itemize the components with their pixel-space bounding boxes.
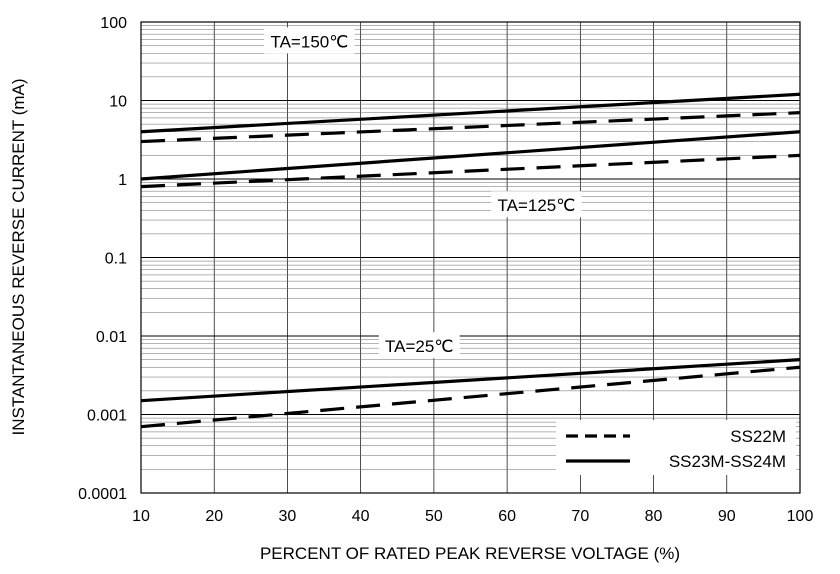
y-tick-label: 0.01 (96, 329, 127, 346)
plot-frame (140, 21, 801, 494)
annotations: TA=150℃ TA=125℃ TA=25℃ (264, 27, 582, 359)
x-tick-label: 40 (352, 508, 370, 525)
legend-box (556, 420, 796, 475)
legend: SS22M SS23M-SS24M (556, 420, 796, 475)
y-tick-label: 0.1 (105, 251, 127, 268)
x-tick-label: 100 (787, 508, 814, 525)
legend-label: SS23M-SS24M (669, 452, 786, 471)
x-tick-label: 80 (645, 508, 663, 525)
x-tick-label: 30 (279, 508, 297, 525)
annotation-box (491, 191, 582, 218)
series-lines (140, 92, 801, 429)
x-axis-title: PERCENT OF RATED PEAK REVERSE VOLTAGE (%… (260, 544, 680, 563)
y-axis-title: INSTANTANEOUS REVERSE CURRENT (mA) (9, 78, 28, 435)
ss23m-ss24m-line (140, 92, 801, 134)
ss23m-ss24m-line (140, 358, 801, 403)
annotation-label: TA=150℃ (270, 32, 348, 51)
annotation-label: TA=125℃ (497, 196, 575, 215)
legend-label: SS22M (730, 427, 786, 446)
x-tick-label: 90 (718, 508, 736, 525)
x-tick-label: 60 (498, 508, 516, 525)
y-tick-label: 10 (109, 94, 127, 111)
ss22m-line (140, 365, 801, 429)
tick-labels: 10 20 30 40 50 60 70 80 90 100 0.0001 0.001 0.01 0.1 1… (78, 15, 813, 525)
x-tick-label: 50 (425, 508, 443, 525)
annotation-label: TA=25℃ (385, 337, 453, 356)
y-tick-label: 1 (118, 172, 127, 189)
ss22m-line (140, 111, 801, 144)
ss22m-line (140, 153, 801, 189)
x-tick-label: 20 (205, 508, 223, 525)
y-tick-label: 0.0001 (78, 486, 127, 503)
annotation-box (378, 332, 460, 359)
ss23m-ss24m-line (140, 130, 801, 181)
x-tick-label: 70 (571, 508, 589, 525)
x-tick-label: 10 (132, 508, 150, 525)
y-tick-label: 0.001 (87, 408, 127, 425)
y-tick-label: 100 (100, 15, 127, 32)
annotation-box (264, 27, 355, 54)
